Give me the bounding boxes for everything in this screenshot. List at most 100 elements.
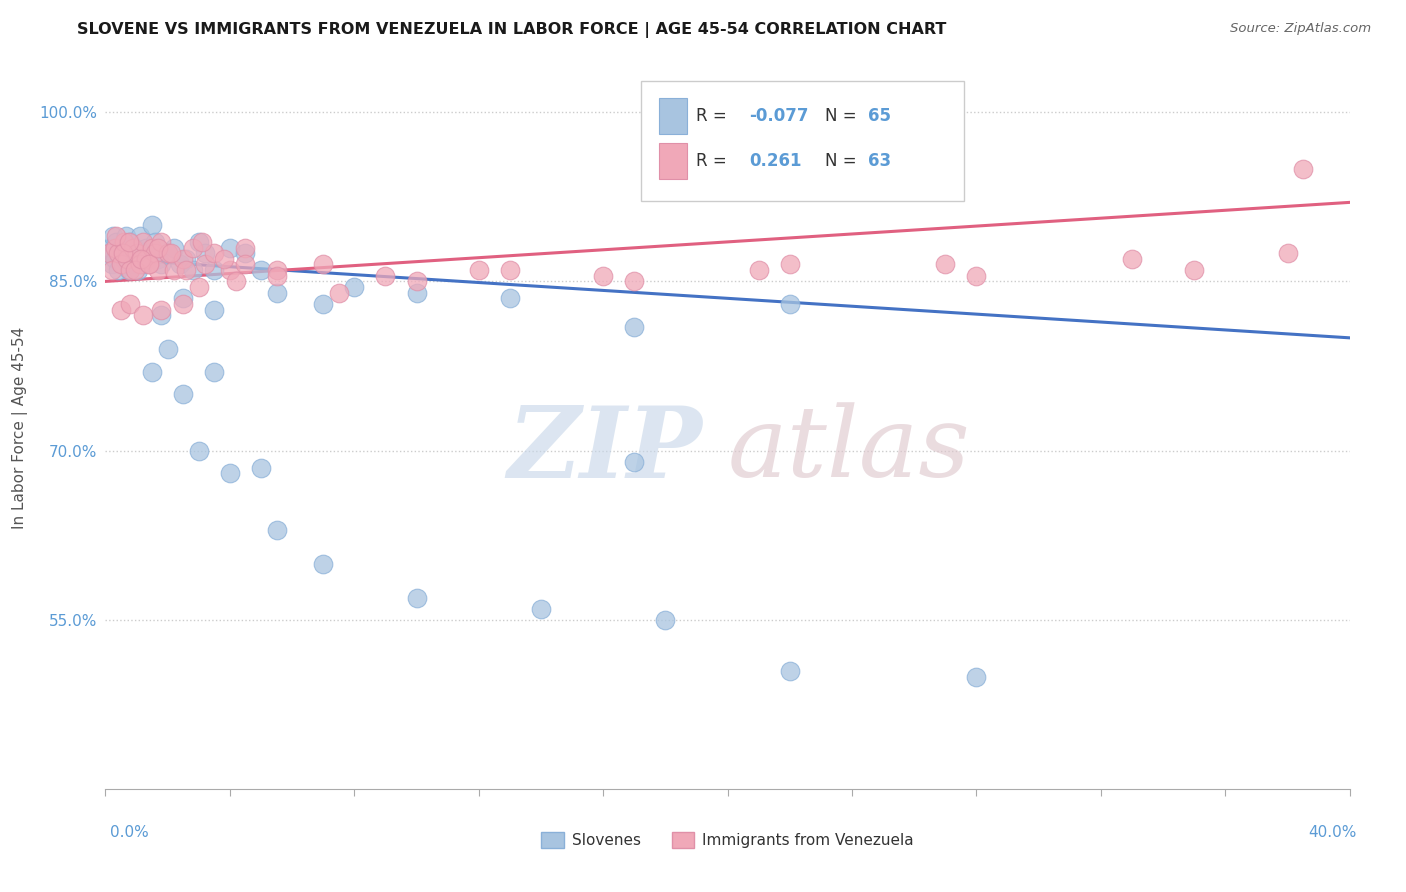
Slovenes [172,291,194,305]
Immigrants from Venezuela [1277,246,1299,260]
Immigrants from Venezuela [225,274,247,288]
Immigrants from Venezuela [328,285,350,300]
Slovenes [124,241,146,255]
Slovenes [150,308,173,322]
Slovenes [779,297,801,311]
Immigrants from Venezuela [143,246,166,260]
Immigrants from Venezuela [111,246,134,260]
Immigrants from Venezuela [159,246,181,260]
Immigrants from Venezuela [129,252,152,266]
Immigrants from Venezuela [181,241,204,255]
Text: N =: N = [825,107,856,125]
Immigrants from Venezuela [120,263,142,277]
Slovenes [312,297,335,311]
Slovenes [172,387,194,401]
Slovenes [250,460,273,475]
Text: R =: R = [696,107,727,125]
Immigrants from Venezuela [128,257,150,271]
Immigrants from Venezuela [187,280,209,294]
Slovenes [141,218,163,232]
Slovenes [103,229,125,244]
Slovenes [125,246,148,260]
Legend: Slovenes, Immigrants from Venezuela: Slovenes, Immigrants from Venezuela [536,826,920,854]
Immigrants from Venezuela [110,257,132,271]
Immigrants from Venezuela [1121,252,1143,266]
FancyBboxPatch shape [641,81,965,201]
Immigrants from Venezuela [194,257,217,271]
Slovenes [266,523,288,537]
Immigrants from Venezuela [141,241,163,255]
Slovenes [135,241,157,255]
Slovenes [115,246,138,260]
Text: 0.0%: 0.0% [110,825,149,840]
Immigrants from Venezuela [266,263,288,277]
Immigrants from Venezuela [118,235,141,249]
Text: 0.261: 0.261 [749,152,801,169]
Slovenes [176,252,198,266]
Immigrants from Venezuela [748,263,770,277]
Immigrants from Venezuela [148,241,170,255]
Text: N =: N = [825,152,856,169]
Slovenes [312,557,335,571]
Slovenes [405,285,427,300]
Slovenes [235,246,257,260]
Slovenes [148,252,170,266]
Immigrants from Venezuela [219,263,242,277]
Immigrants from Venezuela [202,246,225,260]
Text: ZIP: ZIP [508,401,703,498]
Slovenes [187,443,209,458]
Immigrants from Venezuela [132,308,155,322]
Slovenes [97,246,120,260]
Immigrants from Venezuela [312,257,335,271]
Text: 65: 65 [869,107,891,125]
Text: atlas: atlas [728,402,970,498]
Immigrants from Venezuela [138,257,160,271]
Immigrants from Venezuela [235,241,257,255]
Slovenes [219,241,242,255]
Immigrants from Venezuela [172,297,194,311]
Slovenes [120,235,142,249]
Slovenes [156,342,179,356]
Slovenes [112,252,135,266]
Slovenes [129,246,152,260]
Immigrants from Venezuela [191,235,214,249]
Immigrants from Venezuela [592,268,614,283]
Immigrants from Venezuela [125,246,148,260]
Slovenes [250,263,273,277]
Slovenes [141,365,163,379]
Slovenes [405,591,427,605]
Immigrants from Venezuela [124,263,146,277]
Slovenes [530,602,553,616]
Slovenes [623,455,645,469]
Text: Source: ZipAtlas.com: Source: ZipAtlas.com [1230,22,1371,36]
Y-axis label: In Labor Force | Age 45-54: In Labor Force | Age 45-54 [13,327,28,529]
Immigrants from Venezuela [266,268,288,283]
Slovenes [105,235,128,249]
Slovenes [118,263,141,277]
Immigrants from Venezuela [1292,161,1315,176]
Slovenes [122,257,145,271]
Slovenes [623,319,645,334]
Immigrants from Venezuela [1182,263,1205,277]
Slovenes [121,252,143,266]
Immigrants from Venezuela [120,297,142,311]
Slovenes [343,280,366,294]
Text: -0.077: -0.077 [749,107,808,125]
Slovenes [202,365,225,379]
Slovenes [779,664,801,678]
Immigrants from Venezuela [132,235,155,249]
Slovenes [114,229,136,244]
Slovenes [110,241,132,255]
Immigrants from Venezuela [779,257,801,271]
Immigrants from Venezuela [97,246,120,260]
Slovenes [202,263,225,277]
Immigrants from Venezuela [150,235,173,249]
Immigrants from Venezuela [467,263,491,277]
Immigrants from Venezuela [104,241,127,255]
Text: R =: R = [696,152,727,169]
Slovenes [965,669,987,683]
Immigrants from Venezuela [115,252,138,266]
Slovenes [194,246,217,260]
Immigrants from Venezuela [135,252,157,266]
Slovenes [163,241,186,255]
